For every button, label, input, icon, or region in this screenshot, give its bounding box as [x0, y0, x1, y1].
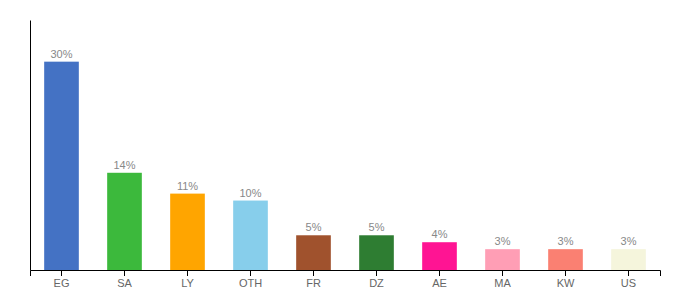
- x-tick-mark: [61, 270, 62, 276]
- bar: [611, 249, 646, 270]
- bar: [107, 173, 142, 270]
- bar: [422, 242, 457, 270]
- x-tick: AE: [432, 270, 447, 289]
- x-tick-mark: [313, 270, 314, 276]
- data-label: 3%: [495, 235, 511, 247]
- x-tick-label: FR: [306, 277, 321, 289]
- x-tick: OTH: [239, 270, 262, 289]
- bar: [485, 249, 520, 270]
- x-tick-mark: [439, 270, 440, 276]
- x-tick-label: KW: [557, 277, 575, 289]
- bar: [548, 249, 583, 270]
- y-axis: [30, 21, 31, 271]
- x-tick-mark: [565, 270, 566, 276]
- bar: [170, 194, 205, 270]
- x-tick-label: SA: [117, 277, 132, 289]
- x-axis: EG SA LY OTH FR DZ AE MA KW US: [31, 270, 661, 289]
- bar: [359, 235, 394, 270]
- x-axis-line: [31, 271, 661, 277]
- data-label: 11%: [177, 180, 198, 192]
- data-label: 3%: [558, 235, 574, 247]
- bar: [233, 201, 268, 270]
- x-tick-label: AE: [432, 277, 447, 289]
- x-tick: FR: [306, 270, 321, 289]
- x-tick-mark: [124, 270, 125, 276]
- x-tick-mark: [250, 270, 251, 276]
- bars: [44, 62, 646, 270]
- x-tick-label: OTH: [239, 277, 262, 289]
- x-tick: DZ: [369, 270, 384, 289]
- y-axis-line: [30, 21, 31, 271]
- chart: EGSALYOTHFRDZAEMAKWUS30%14%11%10%5%5%4%3…: [0, 0, 680, 300]
- x-tick-label: US: [621, 277, 636, 289]
- x-tick-label: EG: [54, 277, 70, 289]
- x-tick: EG: [54, 270, 70, 289]
- data-label: 5%: [306, 221, 322, 233]
- x-tick: US: [621, 270, 636, 289]
- data-label: 5%: [369, 221, 385, 233]
- x-tick: MA: [494, 270, 511, 289]
- bar: [296, 235, 331, 270]
- data-label: 14%: [113, 159, 135, 171]
- x-tick-mark: [502, 270, 503, 276]
- data-labels: 30% 14% 11% 10% 5% 5% 4% 3% 3% 3%: [50, 48, 636, 248]
- x-tick: SA: [117, 270, 132, 289]
- x-tick-mark: [628, 270, 629, 276]
- data-label: 30%: [50, 48, 72, 60]
- data-label: 3%: [621, 235, 637, 247]
- x-tick: LY: [181, 270, 194, 289]
- plot: EGSALYOTHFRDZAEMAKWUS30%14%11%10%5%5%4%3…: [31, 21, 661, 289]
- data-label: 4%: [432, 228, 448, 240]
- x-tick-label: MA: [494, 277, 511, 289]
- data-label: 10%: [239, 187, 261, 199]
- bar: [44, 62, 79, 270]
- x-tick-mark: [376, 270, 377, 276]
- x-tick-mark: [187, 270, 188, 276]
- x-tick-label: DZ: [369, 277, 384, 289]
- x-tick: KW: [557, 270, 575, 289]
- x-tick-label: LY: [181, 277, 194, 289]
